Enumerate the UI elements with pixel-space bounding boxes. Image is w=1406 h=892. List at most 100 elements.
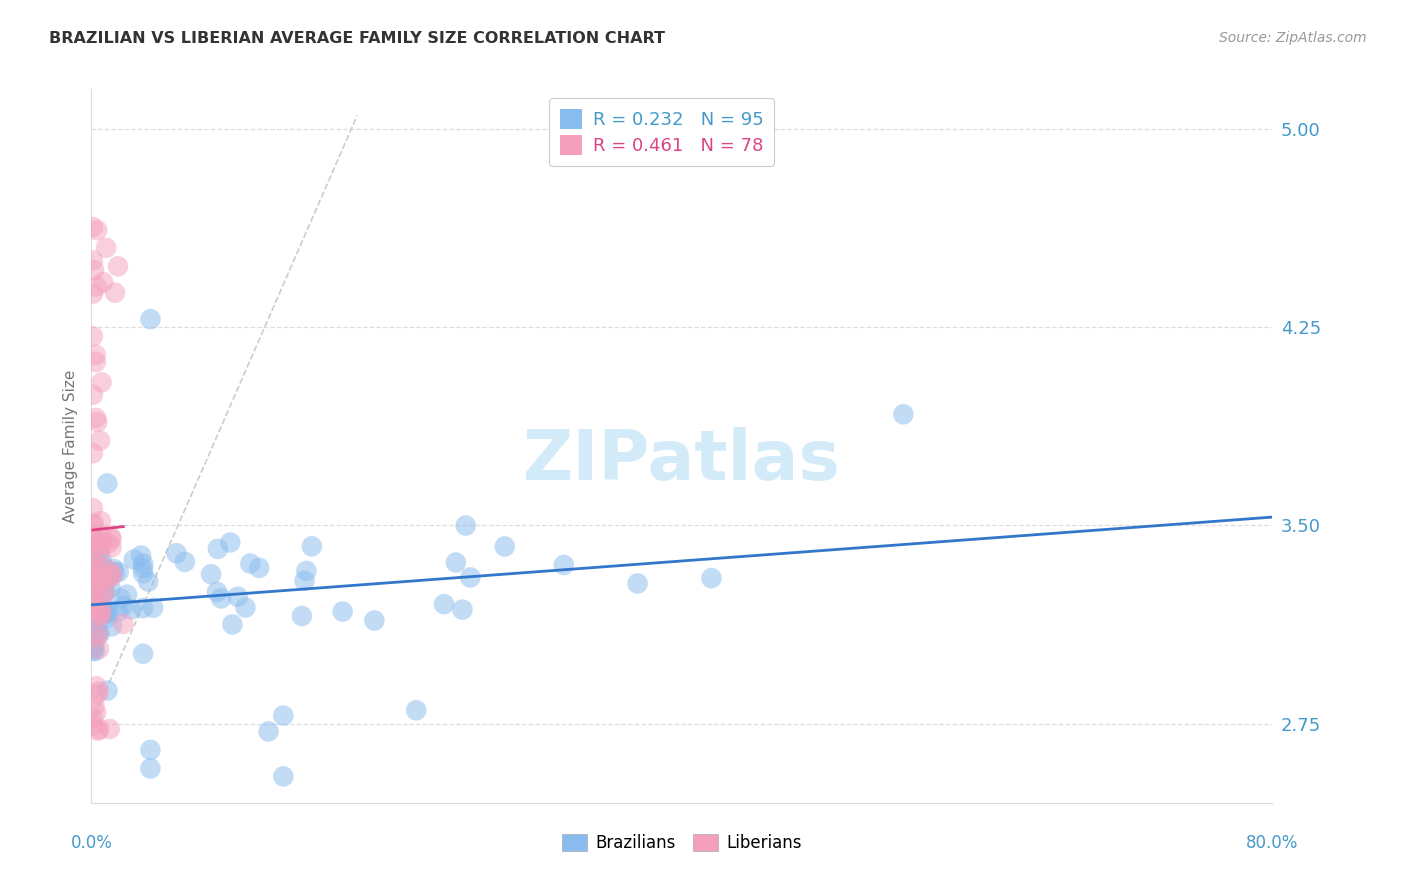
Text: ZIPatlas: ZIPatlas (523, 426, 841, 494)
Point (82, 641, 104, 656)
Point (273, 708, 295, 723)
Point (91, 589, 114, 603)
Point (82, 388, 104, 402)
Point (139, 312, 162, 326)
Point (90, 566, 112, 581)
Point (84, 355, 107, 369)
Point (87, 545, 110, 559)
Point (84, 569, 107, 583)
Point (84, 576, 107, 591)
Point (83, 562, 105, 576)
Point (89, 627, 111, 641)
Point (90, 570, 112, 584)
Point (96, 476, 118, 491)
Point (87, 627, 110, 641)
Point (101, 619, 124, 633)
Point (93, 581, 115, 595)
Point (893, 407, 915, 421)
Point (115, 588, 138, 602)
Point (82, 575, 104, 590)
Point (257, 724, 280, 739)
Point (301, 540, 323, 554)
Legend: Brazilians, Liberians: Brazilians, Liberians (555, 827, 808, 859)
Point (83, 599, 105, 614)
Point (100, 582, 122, 596)
Point (90, 529, 112, 543)
Point (97, 606, 120, 620)
Point (90, 609, 112, 624)
Point (84, 644, 107, 658)
Point (454, 518, 477, 533)
Text: BRAZILIAN VS LIBERIAN AVERAGE FAMILY SIZE CORRELATION CHART: BRAZILIAN VS LIBERIAN AVERAGE FAMILY SIZ… (49, 31, 665, 46)
Point (82, 543, 104, 558)
Point (82, 643, 104, 657)
Point (494, 540, 516, 554)
Point (89, 723, 111, 737)
Point (132, 557, 155, 571)
Point (110, 591, 132, 606)
Point (84, 532, 107, 546)
Point (91, 535, 114, 549)
Point (93, 607, 115, 621)
Point (83, 573, 105, 587)
Point (200, 567, 222, 582)
Point (107, 565, 129, 579)
Point (82, 286, 104, 301)
Point (97, 611, 120, 625)
Point (451, 602, 474, 616)
Point (142, 600, 165, 615)
Point (219, 535, 242, 549)
Point (86, 628, 108, 642)
Point (86, 583, 108, 598)
Point (700, 571, 723, 585)
Point (83, 582, 105, 596)
Point (205, 585, 228, 599)
Point (83, 564, 105, 578)
Text: 0.0%: 0.0% (70, 834, 112, 852)
Point (84, 541, 107, 555)
Point (84, 348, 107, 362)
Point (100, 541, 122, 555)
Point (86, 415, 108, 429)
Point (82, 501, 104, 516)
Point (90, 551, 112, 566)
Point (363, 614, 385, 628)
Point (84, 541, 107, 556)
Point (82, 220, 104, 235)
Point (82, 518, 104, 533)
Point (93, 561, 115, 575)
Point (247, 561, 270, 575)
Point (84, 679, 107, 693)
Point (86, 279, 108, 293)
Point (87, 642, 110, 657)
Point (82, 631, 104, 645)
Point (82, 253, 104, 268)
Point (112, 616, 135, 631)
Point (294, 574, 316, 588)
Point (132, 601, 155, 615)
Point (89, 576, 111, 591)
Point (86, 687, 108, 701)
Point (83, 623, 105, 637)
Point (83, 699, 105, 714)
Point (93, 607, 115, 621)
Point (291, 609, 314, 624)
Point (273, 769, 295, 783)
Point (83, 639, 105, 653)
Point (93, 586, 115, 600)
Point (553, 558, 575, 572)
Point (433, 597, 456, 611)
Point (87, 599, 110, 613)
Point (139, 761, 162, 775)
Point (82, 562, 104, 576)
Point (86, 223, 108, 237)
Point (104, 566, 127, 580)
Point (107, 260, 129, 274)
Point (165, 546, 187, 560)
Point (136, 574, 159, 589)
Point (139, 743, 162, 757)
Point (96, 683, 118, 698)
Point (84, 554, 107, 568)
Point (82, 529, 104, 543)
Point (96, 241, 118, 255)
